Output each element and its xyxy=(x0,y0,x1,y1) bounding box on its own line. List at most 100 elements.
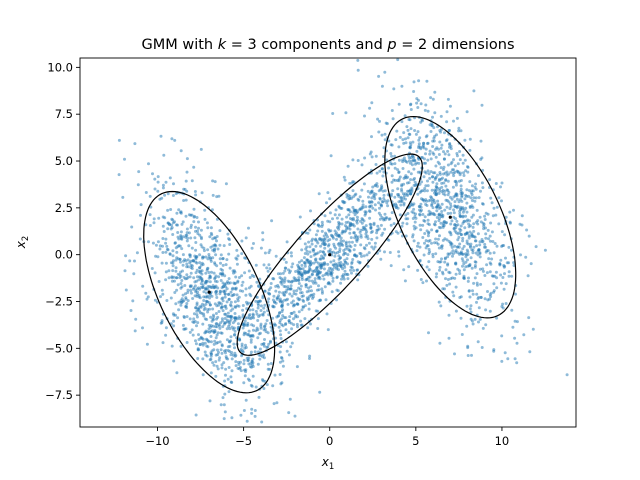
data-point xyxy=(350,260,354,264)
data-point xyxy=(278,299,282,303)
data-point xyxy=(474,251,478,255)
data-point xyxy=(324,298,328,302)
data-point xyxy=(435,133,438,137)
data-point xyxy=(161,251,165,254)
data-point xyxy=(214,312,218,315)
data-point xyxy=(409,108,413,111)
data-point xyxy=(209,324,213,328)
data-point xyxy=(179,149,183,153)
component-ellipse xyxy=(384,115,517,319)
data-point xyxy=(543,248,547,252)
data-point xyxy=(124,254,128,258)
data-point xyxy=(251,361,255,365)
data-point xyxy=(449,170,453,174)
data-point xyxy=(479,189,482,193)
data-point xyxy=(352,231,356,235)
data-point xyxy=(241,280,245,284)
data-point xyxy=(267,251,271,255)
data-point xyxy=(340,217,344,221)
data-point xyxy=(414,226,418,230)
data-point xyxy=(441,176,444,180)
data-point xyxy=(462,262,466,266)
data-point xyxy=(371,206,375,210)
data-point xyxy=(168,252,172,256)
data-point xyxy=(413,129,417,132)
data-point xyxy=(479,296,483,299)
data-point xyxy=(465,231,469,235)
data-point xyxy=(117,173,121,177)
data-point xyxy=(484,236,488,240)
data-point xyxy=(302,305,305,309)
data-point xyxy=(465,201,469,205)
data-point xyxy=(427,331,430,335)
data-point xyxy=(197,333,200,337)
data-point xyxy=(337,254,341,258)
data-point xyxy=(423,187,427,190)
data-point xyxy=(469,304,473,308)
data-point xyxy=(318,257,322,261)
data-point xyxy=(382,146,386,150)
data-point xyxy=(323,214,327,218)
data-point xyxy=(478,240,482,244)
data-point xyxy=(476,222,480,226)
data-point xyxy=(276,272,280,276)
data-point xyxy=(172,182,175,186)
data-point xyxy=(455,152,459,155)
data-point xyxy=(333,265,336,269)
data-point xyxy=(214,360,218,364)
data-point xyxy=(446,278,450,281)
data-point xyxy=(202,314,206,318)
data-point xyxy=(322,267,326,271)
data-point xyxy=(461,252,465,256)
data-point xyxy=(256,302,260,306)
data-point xyxy=(489,196,493,200)
data-point xyxy=(488,251,492,255)
data-point xyxy=(461,259,465,263)
data-point xyxy=(352,180,356,184)
data-point xyxy=(454,309,458,313)
data-point xyxy=(216,367,220,371)
data-point xyxy=(303,317,307,321)
data-point xyxy=(485,271,489,275)
data-point xyxy=(213,236,217,240)
data-point xyxy=(467,234,471,238)
data-point xyxy=(444,268,448,272)
data-point xyxy=(441,225,445,229)
data-point xyxy=(205,338,209,342)
data-point xyxy=(442,157,446,161)
data-point xyxy=(171,312,175,316)
data-point xyxy=(459,171,462,175)
data-point xyxy=(240,354,244,358)
data-point xyxy=(358,208,361,212)
data-point xyxy=(251,313,255,317)
plot-frame xyxy=(79,57,577,428)
data-point xyxy=(336,264,340,268)
data-point xyxy=(185,315,189,319)
data-point xyxy=(515,361,519,365)
data-point xyxy=(462,244,466,248)
data-point xyxy=(277,325,281,329)
data-point xyxy=(443,131,446,135)
data-point xyxy=(164,278,168,282)
data-point xyxy=(169,227,173,231)
data-point xyxy=(488,239,492,243)
data-point xyxy=(499,258,503,262)
data-point xyxy=(169,208,173,211)
data-point xyxy=(223,274,227,278)
data-point xyxy=(344,221,348,224)
data-point xyxy=(287,319,291,323)
data-point xyxy=(225,320,229,324)
data-point xyxy=(289,251,293,255)
data-point xyxy=(463,158,467,162)
data-point xyxy=(437,212,441,216)
data-point xyxy=(244,343,247,347)
data-point xyxy=(131,299,135,303)
data-point xyxy=(403,279,407,283)
data-point xyxy=(434,147,438,151)
data-point xyxy=(484,232,488,236)
data-point xyxy=(387,217,391,221)
data-point xyxy=(398,175,402,179)
data-point xyxy=(477,295,481,299)
data-point xyxy=(220,363,224,367)
y-tick-label: 0.0 xyxy=(55,248,73,262)
